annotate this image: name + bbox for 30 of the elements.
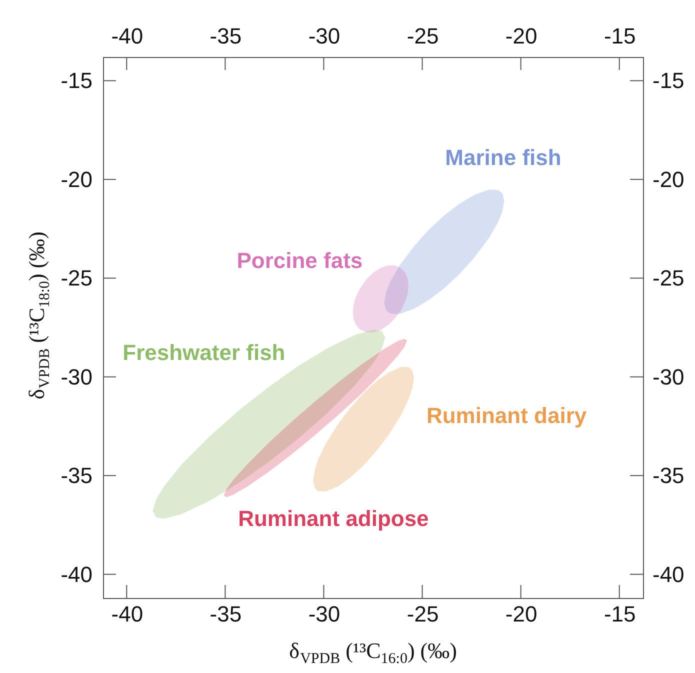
x2-tick-label: -20 xyxy=(505,24,538,48)
x-tick-label: -15 xyxy=(604,602,636,626)
x2-tick-label: -25 xyxy=(406,24,439,48)
x2-tick-label: -15 xyxy=(604,24,636,48)
series-label: Ruminant dairy xyxy=(426,403,588,428)
y-tick-label: -25 xyxy=(60,266,92,291)
x-tick-label: -40 xyxy=(111,602,144,626)
y2-tick-label: -20 xyxy=(652,166,684,192)
series-label: Marine fish xyxy=(445,144,562,170)
series-label: Porcine fats xyxy=(236,248,363,273)
y-axis-title: δVPDB (¹³C18:0) (‰) xyxy=(24,232,53,400)
x2-tick-label: -30 xyxy=(308,24,340,48)
x-tick-label: -25 xyxy=(406,602,439,626)
x-tick-label: -20 xyxy=(505,602,538,626)
series-label: Ruminant adipose xyxy=(238,506,429,531)
y2-tick-label: -35 xyxy=(652,463,684,488)
y-tick-label: -15 xyxy=(60,68,92,94)
x-tick-label: -35 xyxy=(210,602,242,626)
y-tick-label: -20 xyxy=(60,166,92,192)
x2-tick-label: -40 xyxy=(111,24,144,48)
series-label: Freshwater fish xyxy=(122,340,286,366)
y-tick-label: -40 xyxy=(60,562,92,587)
y-tick-label: -30 xyxy=(60,364,92,390)
y2-tick-label: -40 xyxy=(652,562,684,587)
x2-tick-label: -35 xyxy=(210,24,242,48)
y2-tick-label: -30 xyxy=(652,364,684,390)
y-tick-label: -35 xyxy=(60,463,92,488)
y2-tick-label: -15 xyxy=(652,68,684,94)
y2-tick-label: -25 xyxy=(652,266,684,291)
x-tick-label: -30 xyxy=(308,602,340,626)
